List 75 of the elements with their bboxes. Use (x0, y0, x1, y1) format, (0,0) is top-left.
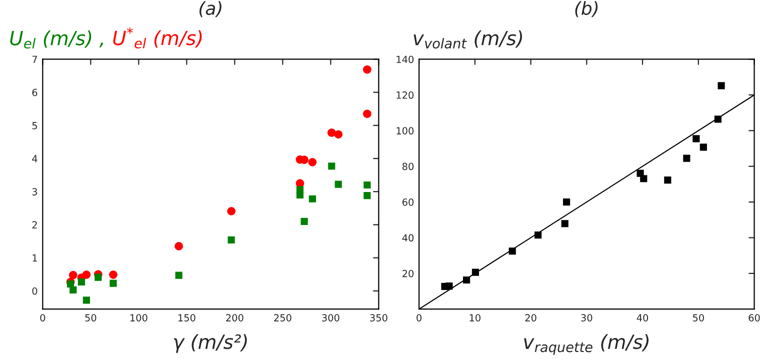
x-tick-label: 40 (636, 314, 648, 322)
x-tick-label: 350 (370, 314, 388, 322)
y-tick-label: 40 (402, 234, 414, 242)
point (664, 176, 672, 184)
y-tick-label: 80 (402, 162, 414, 170)
point (94, 274, 102, 281)
text: U$_{el}$ (m/s) , (10, 30, 104, 49)
x-tick-label: 50 (85, 314, 96, 322)
point (300, 218, 308, 225)
point (334, 130, 343, 139)
chart-title: (b) (575, 1, 598, 18)
y-tick-label: 2 (32, 221, 37, 228)
y-tick-label: 1 (32, 254, 37, 262)
point (364, 192, 371, 200)
point (700, 144, 707, 151)
point (68, 270, 78, 280)
point (363, 65, 372, 74)
point (327, 128, 336, 137)
x-tick-label: 20 (525, 314, 536, 322)
x-tick-label: 300 (322, 314, 340, 322)
point (227, 206, 236, 216)
point (175, 272, 182, 279)
point (563, 198, 570, 206)
y-tick-label: 6 (32, 88, 38, 96)
point (718, 82, 725, 90)
x-axis-title: v$_{raquette}$ (m/s) (524, 334, 649, 355)
point (228, 236, 235, 244)
point (82, 296, 90, 304)
point (109, 270, 118, 279)
x-tick-label: 150 (178, 314, 196, 322)
point (296, 191, 304, 198)
x-axis-title: γ (m/s²) (174, 334, 247, 353)
point (328, 162, 336, 170)
y-tick-label: 0 (32, 287, 38, 295)
point (363, 110, 372, 118)
x-tick-label: 30 (581, 314, 592, 322)
y-tick-label: 120 (396, 91, 414, 99)
y-tick-label: 4 (32, 155, 38, 162)
point (446, 282, 453, 290)
x-tick-label: 10 (470, 314, 480, 322)
y-axis-title: v$_{volant}$ (m/s) (414, 30, 522, 49)
point (561, 220, 568, 228)
x-tick-label: 200 (226, 314, 244, 322)
point (308, 158, 317, 166)
x-tick-label: 250 (274, 314, 292, 322)
point (174, 242, 183, 250)
point (82, 270, 91, 279)
point (308, 195, 316, 202)
y-tick-label: 60 (402, 198, 414, 206)
x-tick-label: 50 (692, 314, 704, 322)
text: U$^{*}$$_{el}$ (m/s) (113, 28, 202, 48)
point (683, 154, 690, 162)
chart-title: (a) (200, 1, 222, 18)
x-tick-label: 60 (748, 314, 760, 322)
y-tick-label: 20 (402, 270, 414, 278)
point (78, 278, 86, 286)
point (110, 280, 117, 287)
y-tick-label: 5 (32, 122, 37, 130)
y-tick-label: 7 (32, 56, 37, 63)
point (534, 231, 542, 239)
point (714, 116, 722, 123)
point (692, 135, 700, 142)
x-tick-label: 0 (416, 314, 422, 322)
y-tick-label: 3 (32, 188, 38, 196)
x-tick-label: 100 (130, 314, 148, 322)
point (462, 276, 470, 284)
point (508, 248, 516, 255)
point (334, 180, 342, 188)
x-tick-label: 0 (40, 314, 46, 322)
point (472, 268, 480, 276)
point (364, 181, 371, 189)
y-tick-label: 100 (396, 127, 414, 134)
point (70, 286, 77, 294)
y-tick-label: 140 (396, 56, 414, 64)
point (640, 175, 648, 182)
